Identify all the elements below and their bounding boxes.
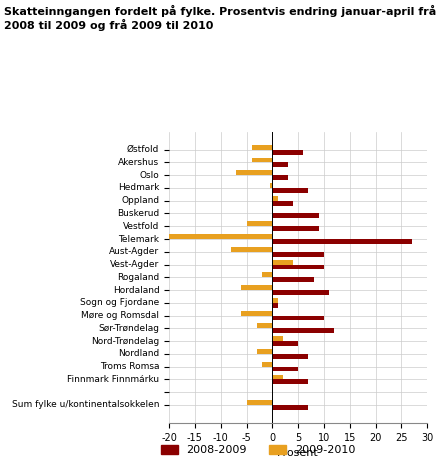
- Bar: [272, 163, 288, 167]
- Bar: [272, 354, 308, 359]
- Bar: [272, 375, 283, 379]
- Bar: [272, 175, 288, 180]
- Legend: 2008-2009, 2009-2010: 2008-2009, 2009-2010: [157, 440, 360, 460]
- X-axis label: Prosent: Prosent: [277, 448, 319, 458]
- Bar: [272, 265, 324, 269]
- Bar: [241, 311, 272, 315]
- Bar: [169, 234, 272, 239]
- Bar: [252, 157, 272, 163]
- Bar: [272, 303, 278, 308]
- Bar: [272, 367, 298, 371]
- Bar: [272, 290, 329, 295]
- Bar: [241, 285, 272, 290]
- Bar: [272, 336, 283, 341]
- Bar: [272, 149, 303, 155]
- Bar: [272, 329, 334, 333]
- Bar: [272, 213, 319, 219]
- Bar: [272, 226, 319, 231]
- Text: Skatteinngangen fordelt på fylke. Prosentvis endring januar-april frå
2008 til 2: Skatteinngangen fordelt på fylke. Prosen…: [4, 5, 437, 31]
- Bar: [247, 400, 272, 405]
- Bar: [270, 183, 272, 188]
- Bar: [272, 277, 314, 282]
- Bar: [272, 379, 308, 384]
- Bar: [272, 201, 293, 205]
- Bar: [272, 252, 324, 257]
- Bar: [272, 260, 293, 265]
- Bar: [262, 362, 272, 367]
- Bar: [272, 188, 308, 193]
- Bar: [272, 405, 308, 410]
- Bar: [272, 298, 278, 303]
- Bar: [272, 315, 324, 321]
- Bar: [236, 170, 272, 175]
- Bar: [262, 273, 272, 277]
- Bar: [272, 196, 278, 201]
- Bar: [272, 239, 412, 244]
- Bar: [257, 323, 272, 329]
- Bar: [257, 349, 272, 354]
- Bar: [252, 145, 272, 149]
- Bar: [231, 247, 272, 252]
- Bar: [247, 221, 272, 226]
- Bar: [272, 341, 298, 346]
